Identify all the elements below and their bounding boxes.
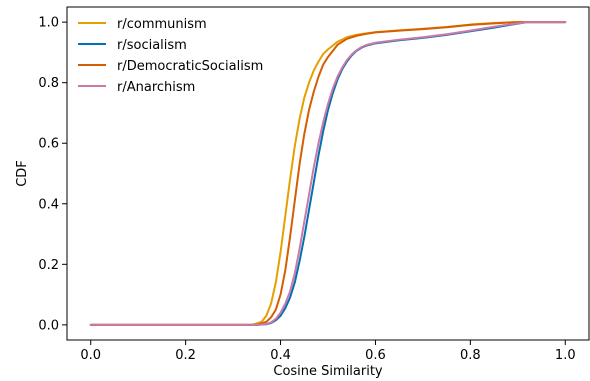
y-tick-label: 0.4	[38, 197, 59, 212]
y-axis-label: CDF	[15, 160, 30, 187]
x-tick-label: 0.0	[80, 348, 101, 363]
y-tick-label: 0.0	[38, 318, 59, 333]
legend: r/communism r/socialism r/DemocraticSocial…	[78, 17, 263, 95]
y-tick-label: 0.8	[38, 76, 59, 91]
series-layer	[89, 21, 567, 326]
legend-label-democraticsocialism: r/DemocraticSocialism	[117, 59, 263, 74]
y-tick-label: 0.2	[38, 258, 59, 273]
series-line-anarchism	[89, 21, 567, 326]
x-axis-ticks: 0.0 0.2 0.4 0.6 0.8 1.0	[80, 340, 576, 363]
x-tick-label: 1.0	[555, 348, 576, 363]
x-axis-label: Cosine Similarity	[273, 364, 383, 379]
series-line-democraticsocialism	[89, 21, 567, 326]
legend-label-communism: r/communism	[117, 17, 207, 32]
y-tick-label: 0.6	[38, 137, 59, 152]
x-tick-label: 0.6	[365, 348, 386, 363]
y-tick-label: 1.0	[38, 16, 59, 31]
x-tick-label: 0.4	[270, 348, 291, 363]
x-tick-label: 0.2	[175, 348, 196, 363]
legend-label-socialism: r/socialism	[117, 38, 187, 53]
legend-label-anarchism: r/Anarchism	[117, 80, 195, 95]
x-tick-label: 0.8	[460, 348, 481, 363]
y-axis-ticks: 0.0 0.2 0.4 0.6 0.8 1.0	[38, 16, 67, 333]
axes-frame	[66, 6, 590, 341]
